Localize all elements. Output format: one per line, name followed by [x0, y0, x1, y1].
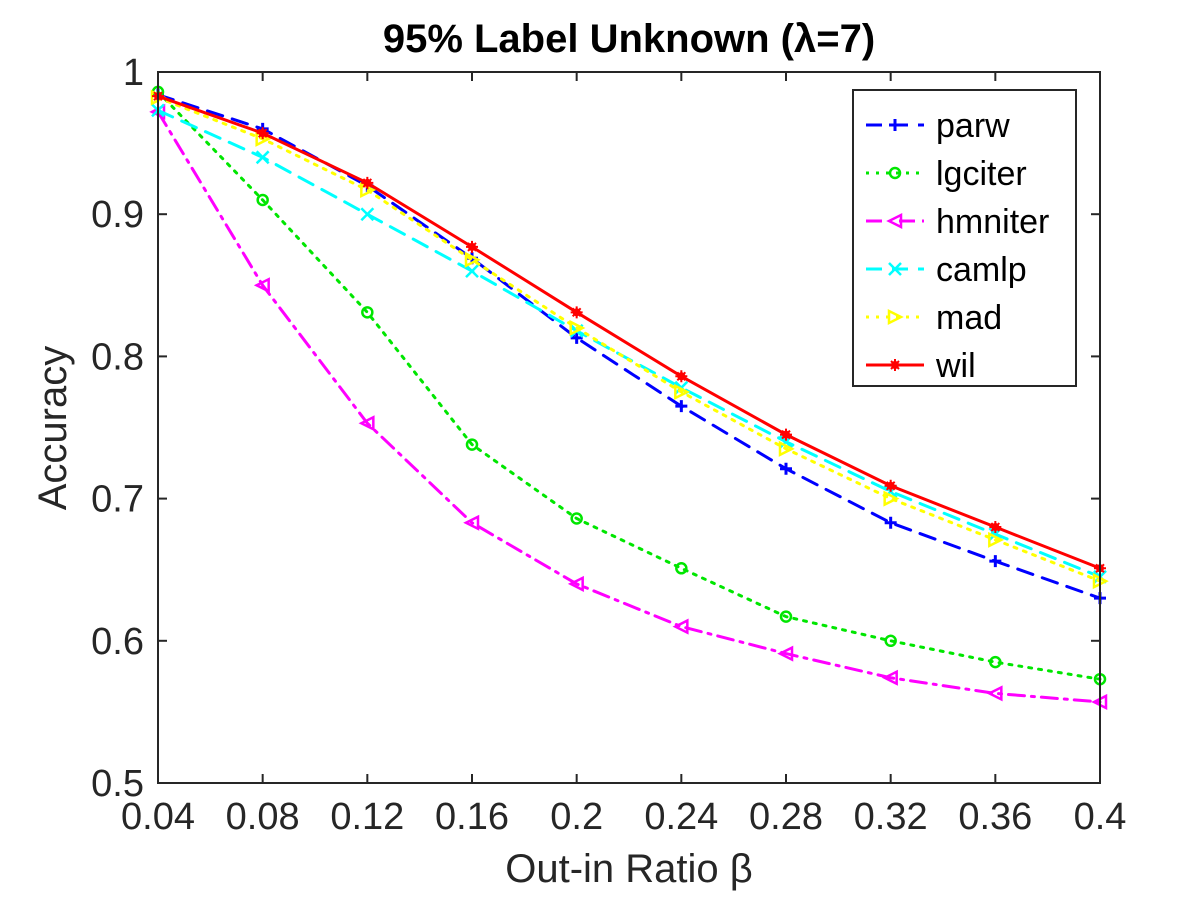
legend-item-mad: mad [866, 299, 1002, 337]
point-lgciter [675, 562, 688, 575]
legend-item-lgciter: lgciter [866, 155, 1027, 193]
point-lgciter [570, 512, 583, 525]
point-mad [883, 490, 900, 507]
point-camlp [465, 264, 479, 278]
point-camlp [360, 207, 375, 222]
x-tick-label: 0.2 [550, 796, 603, 838]
point-wil [570, 306, 583, 319]
point-camlp [255, 150, 270, 165]
point-hmniter [672, 618, 689, 635]
x-tick-label: 0.08 [226, 796, 300, 838]
point-wil [256, 127, 269, 140]
point-wil [884, 479, 897, 492]
x-axis-label: Out-in Ratio β [505, 847, 753, 891]
point-lgciter [989, 655, 1002, 669]
point-wil [989, 521, 1002, 534]
point-parw [570, 331, 583, 344]
legend-label: lgciter [936, 155, 1027, 193]
point-hmniter [881, 669, 898, 686]
x-tick-label: 0.4 [1074, 796, 1127, 838]
x-axis: 0.04 0.08 0.12 0.16 0.2 0.24 0.28 0.32 0.36 0.4 [121, 72, 1126, 838]
point-mad [778, 440, 795, 457]
y-tick-label: 1 [123, 52, 144, 94]
point-mad [569, 319, 586, 336]
legend-label: camlp [936, 251, 1027, 289]
x-tick-label: 0.32 [854, 796, 928, 838]
point-hmniter [986, 685, 1003, 702]
point-lgciter [465, 438, 479, 451]
point-hmniter [777, 645, 794, 662]
legend-item-hmniter: hmniter [866, 203, 1049, 241]
point-lgciter [779, 610, 793, 623]
series-layer [149, 85, 1109, 710]
point-parw [989, 555, 1002, 568]
point-lgciter [256, 193, 269, 207]
legend-item-wil: wil [866, 347, 976, 385]
point-hmniter [567, 575, 584, 592]
legend-label: mad [936, 299, 1002, 337]
series-line-lgciter [156, 90, 1102, 681]
series-mad [150, 89, 1109, 590]
y-axis-label: Accuracy [31, 346, 75, 511]
y-tick-label: 0.6 [91, 621, 144, 663]
legend-label: wil [935, 347, 976, 385]
point-lgciter [884, 634, 897, 648]
legend-marker [887, 308, 904, 326]
point-hmniter [253, 277, 270, 294]
x-tick-label: 0.12 [330, 796, 404, 838]
x-tick-label: 0.04 [121, 796, 195, 838]
legend-marker [888, 262, 902, 276]
point-mad [674, 383, 691, 400]
x-tick-label: 0.24 [644, 796, 718, 838]
y-tick-label: 0.8 [91, 336, 144, 378]
y-tick-label: 0.9 [91, 194, 144, 236]
plot-frame [157, 71, 1101, 784]
series-line-hmniter [156, 110, 1102, 704]
point-lgciter [361, 306, 374, 319]
chart-title: 95% Label Unknown (λ=7) [383, 17, 875, 61]
point-wil [466, 240, 478, 253]
legend-marker [889, 119, 901, 131]
legend-label: parw [936, 107, 1010, 145]
point-wil [675, 370, 688, 383]
point-hmniter [463, 514, 480, 531]
series-wil [152, 90, 1106, 575]
point-parw [675, 400, 688, 413]
point-parw [780, 462, 792, 475]
x-tick-label: 0.36 [958, 796, 1032, 838]
series-line-wil [156, 94, 1102, 570]
x-tick-label: 0.28 [749, 796, 823, 838]
y-tick-label: 0.5 [91, 763, 144, 805]
legend-marker [886, 212, 903, 230]
point-mad [988, 531, 1005, 548]
x-tick-label: 0.16 [435, 796, 509, 838]
legend-label: hmniter [936, 203, 1049, 241]
point-wil [780, 428, 792, 441]
legend-item-camlp: camlp [866, 251, 1027, 289]
y-axis: 0.5 0.6 0.7 0.8 0.9 1 [91, 52, 1100, 805]
legend-item-parw: parw [866, 107, 1010, 145]
legend-marker [888, 166, 902, 180]
legend: parw lgciter hmniter camlp mad wil [852, 89, 1077, 387]
y-tick-label: 0.7 [91, 479, 144, 521]
series-line-mad [156, 96, 1102, 583]
point-parw [884, 516, 897, 529]
point-hmniter [358, 415, 375, 432]
point-mad [464, 251, 481, 268]
legend-marker [889, 359, 901, 371]
legend-box [852, 89, 1077, 387]
series-hmniter [149, 103, 1108, 710]
point-wil [361, 176, 374, 189]
